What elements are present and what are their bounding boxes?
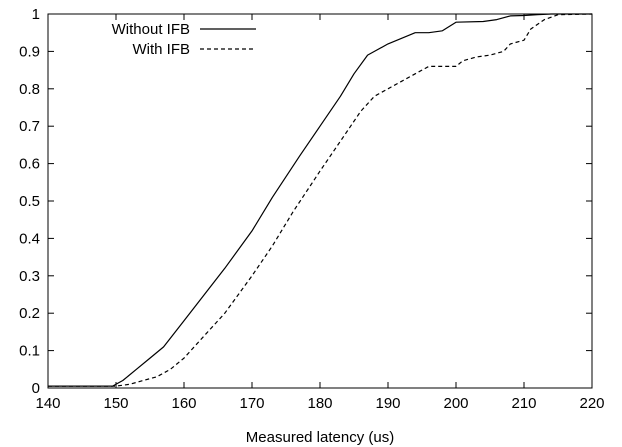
x-tick-label: 150 xyxy=(103,395,128,412)
x-tick-label: 200 xyxy=(443,395,468,412)
legend: Without IFB With IFB xyxy=(112,21,256,58)
x-axis-title: Measured latency (us) xyxy=(246,429,394,446)
y-tick-label: 0.5 xyxy=(19,193,40,210)
y-tick-label: 0.9 xyxy=(19,43,40,60)
x-tick-label: 180 xyxy=(307,395,332,412)
y-tick-label: 0.6 xyxy=(19,156,40,173)
axis-ticks xyxy=(47,13,593,389)
series-line-without-ifb xyxy=(48,13,592,387)
y-tick-label: 0.7 xyxy=(19,118,40,135)
x-tick-label: 190 xyxy=(375,395,400,412)
axis-tick-labels: 140 150 160 170 180 190 200 210 220 0 0.1 0.2 0.3 0.4… xyxy=(19,6,604,412)
y-tick-label: 0.1 xyxy=(19,343,40,360)
y-tick-label: 0 xyxy=(32,380,40,397)
y-tick-label: 0.8 xyxy=(19,81,40,98)
y-tick-label: 0.3 xyxy=(19,268,40,285)
series-layer xyxy=(48,13,593,387)
x-tick-label: 210 xyxy=(511,395,536,412)
y-tick-label: 1 xyxy=(32,6,40,23)
x-tick-label: 170 xyxy=(239,395,264,412)
legend-label-without-ifb: Without IFB xyxy=(112,21,190,38)
x-tick-label: 220 xyxy=(579,395,604,412)
y-tick-label: 0.4 xyxy=(19,230,40,247)
legend-label-with-ifb: With IFB xyxy=(132,41,190,58)
x-tick-label: 160 xyxy=(171,395,196,412)
series-line-with-ifb xyxy=(48,13,593,387)
x-tick-label: 140 xyxy=(35,395,60,412)
y-tick-label: 0.2 xyxy=(19,305,40,322)
